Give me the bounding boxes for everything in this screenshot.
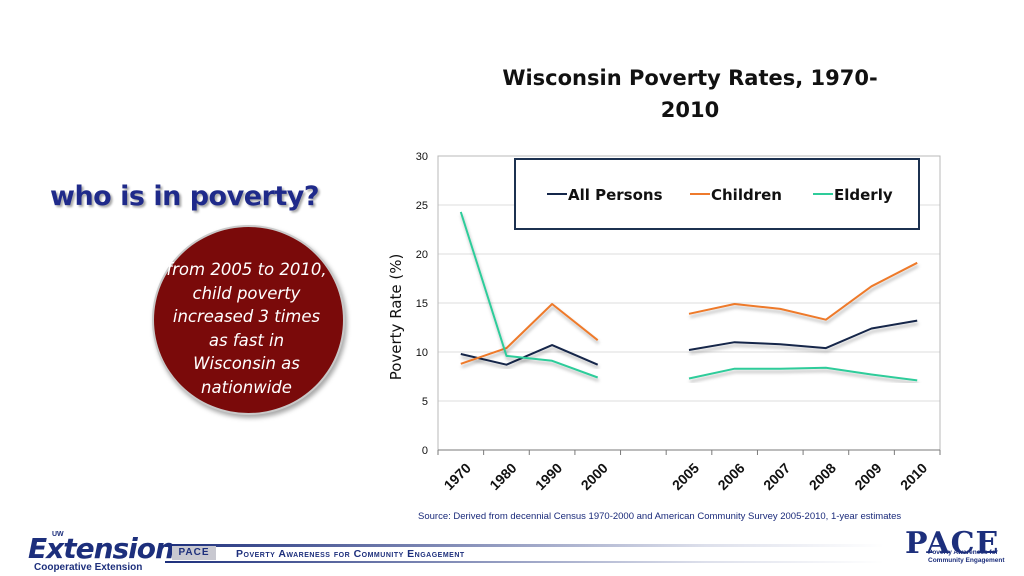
x-tick-label: 1980 — [486, 460, 519, 493]
legend-label: All Persons — [568, 186, 663, 204]
y-tick-label: 25 — [416, 200, 428, 212]
footer-stripe — [165, 544, 885, 563]
x-tick-label: 2010 — [897, 460, 930, 493]
series-line-elderly — [688, 366, 918, 382]
pace-badge: PACE — [172, 546, 216, 560]
x-tick-label: 2007 — [760, 460, 793, 493]
uw-mark: UW — [52, 531, 64, 538]
slide-heading: who is in poverty? — [50, 181, 320, 212]
series-line-all-persons — [460, 344, 599, 366]
y-tick-label: 30 — [416, 151, 428, 163]
legend-label: Elderly — [834, 186, 893, 204]
x-tick-label: 2009 — [851, 460, 884, 493]
footer-tagline: Poverty Awareness for Community Engageme… — [236, 548, 465, 560]
y-tick-label: 20 — [416, 249, 428, 261]
callout-text: from 2005 to 2010, child poverty increas… — [166, 260, 327, 397]
pace-logo-subtitle: Poverty Awareness for Community Engageme… — [928, 549, 1005, 564]
series-lines — [459, 211, 918, 382]
legend-box — [514, 158, 920, 230]
cooperative-extension-label: Cooperative Extension — [34, 562, 143, 573]
pace-logo: PACE — [905, 526, 1000, 561]
x-tick-label: 1990 — [532, 460, 565, 493]
series-line-children — [688, 261, 918, 321]
x-tick-label: 2000 — [578, 460, 611, 493]
series-line-elderly — [459, 211, 599, 379]
y-tick-label: 5 — [422, 396, 428, 408]
legend-label: Children — [711, 186, 782, 204]
source-note: Source: Derived from decennial Census 19… — [418, 511, 902, 522]
y-tick-label: 15 — [416, 298, 428, 310]
y-axis-label: Poverty Rate (%) — [387, 254, 405, 381]
extension-logo: Extension — [28, 532, 175, 565]
chart-title: Wisconsin Poverty Rates, 1970-2010 — [502, 66, 878, 122]
x-tick-label: 2005 — [669, 460, 702, 493]
series-line-children — [460, 303, 599, 365]
x-tick-label: 1970 — [441, 460, 474, 493]
x-tick-label: 2008 — [806, 460, 839, 493]
x-tick-label: 2006 — [714, 460, 747, 493]
series-line-all-persons — [688, 319, 918, 351]
y-tick-label: 10 — [416, 347, 428, 359]
callout-circle — [152, 225, 345, 415]
legend: All Persons Children Elderly — [547, 186, 893, 204]
y-tick-label: 0 — [422, 445, 428, 457]
